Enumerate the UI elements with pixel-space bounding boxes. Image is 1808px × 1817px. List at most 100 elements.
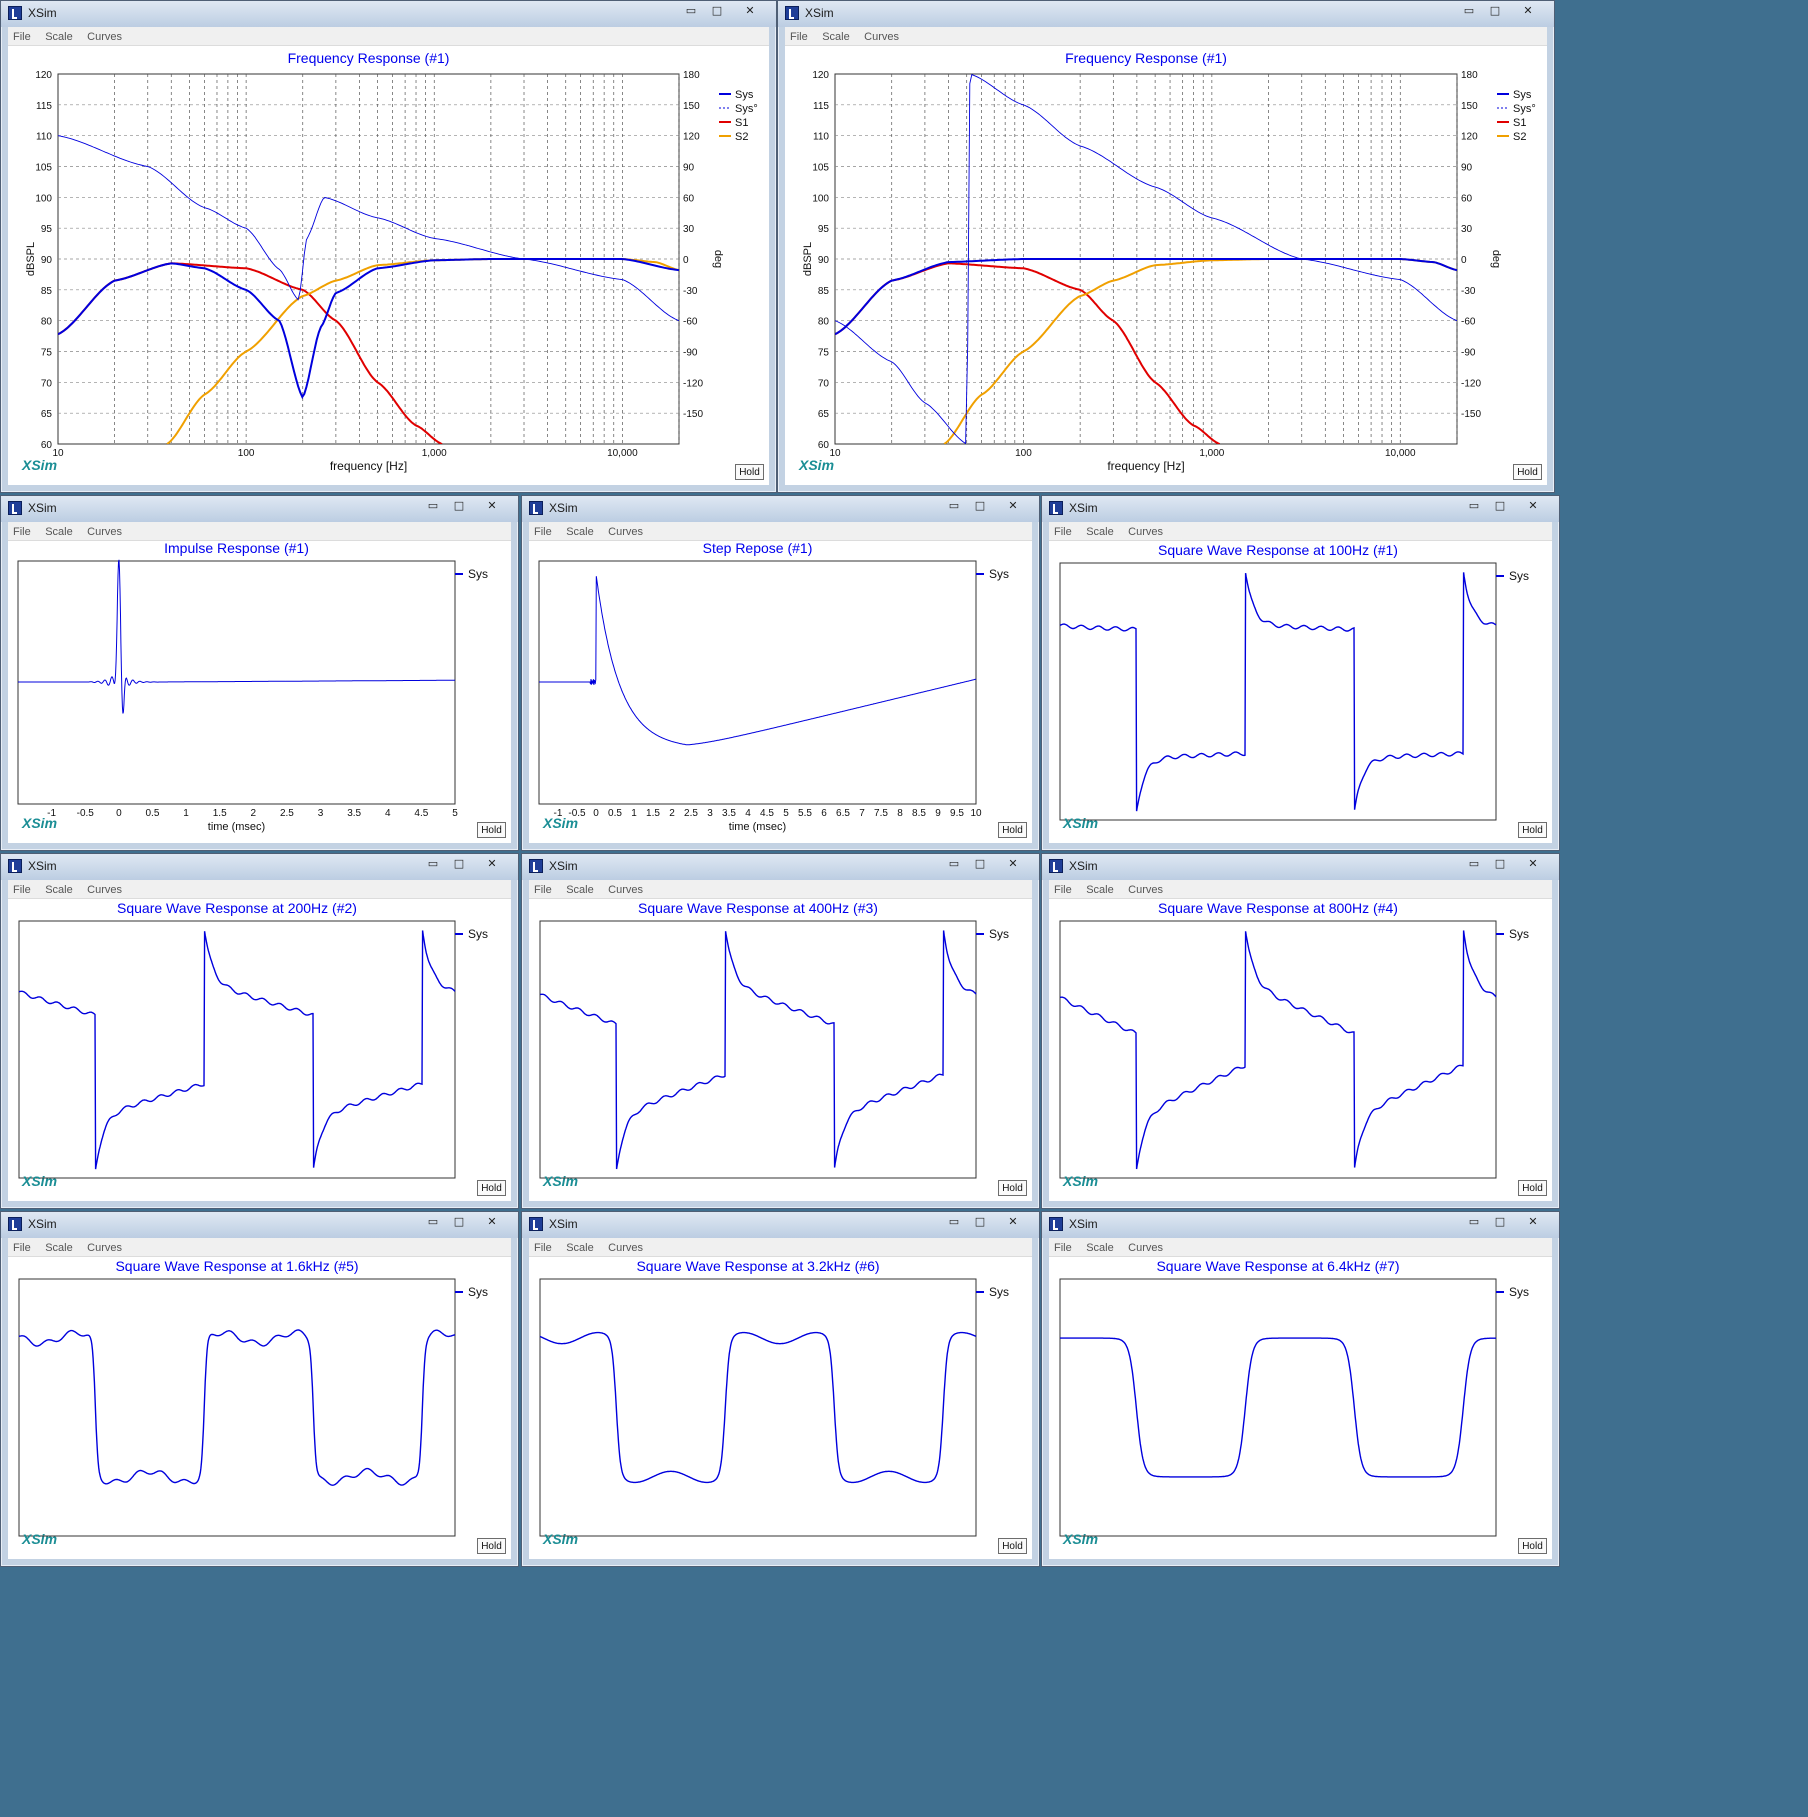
hold-button[interactable]: Hold: [1518, 1538, 1547, 1554]
minimize-button[interactable]: ▭: [948, 857, 960, 870]
close-button[interactable]: ✕: [1008, 1215, 1018, 1228]
app-icon[interactable]: [8, 1217, 22, 1231]
hold-button[interactable]: Hold: [1518, 822, 1547, 838]
minimize-button[interactable]: ▭: [427, 857, 439, 870]
menu-curves[interactable]: Curves: [87, 526, 123, 538]
menu-file[interactable]: File: [13, 1242, 31, 1254]
menu-scale[interactable]: Scale: [45, 31, 73, 43]
title-bar[interactable]: XSim ▭ □ ✕: [1, 1212, 518, 1238]
menu-file[interactable]: File: [1054, 884, 1072, 896]
menu-file[interactable]: File: [13, 884, 31, 896]
menu-scale[interactable]: Scale: [566, 526, 594, 538]
hold-button[interactable]: Hold: [477, 822, 506, 838]
close-button[interactable]: ✕: [1528, 1215, 1538, 1228]
app-icon[interactable]: [1049, 859, 1063, 873]
menu-curves[interactable]: Curves: [864, 31, 900, 43]
close-button[interactable]: ✕: [487, 857, 497, 870]
minimize-button[interactable]: ▭: [685, 4, 697, 17]
close-button[interactable]: ✕: [1523, 4, 1533, 17]
menu-file[interactable]: File: [534, 526, 552, 538]
menu-scale[interactable]: Scale: [45, 526, 73, 538]
title-bar[interactable]: XSim ▭ □ ✕: [1, 854, 518, 880]
close-button[interactable]: ✕: [745, 4, 755, 17]
title-bar[interactable]: XSim ▭ □ ✕: [522, 854, 1039, 880]
menu-curves[interactable]: Curves: [1128, 1242, 1164, 1254]
title-bar[interactable]: XSim ▭ □ ✕: [1, 1, 776, 27]
minimize-button[interactable]: ▭: [948, 499, 960, 512]
minimize-button[interactable]: ▭: [948, 1215, 960, 1228]
hold-button[interactable]: Hold: [735, 464, 764, 480]
menu-file[interactable]: File: [1054, 1242, 1072, 1254]
app-icon[interactable]: [8, 6, 22, 20]
maximize-button[interactable]: □: [974, 857, 986, 870]
maximize-button[interactable]: □: [1494, 857, 1506, 870]
hold-button[interactable]: Hold: [998, 822, 1027, 838]
menu-scale[interactable]: Scale: [1086, 884, 1114, 896]
maximize-button[interactable]: □: [453, 1215, 465, 1228]
title-bar[interactable]: XSim ▭ □ ✕: [1042, 1212, 1559, 1238]
y-tick-label: 60: [41, 440, 53, 451]
app-icon[interactable]: [1049, 1217, 1063, 1231]
title-bar[interactable]: XSim ▭ □ ✕: [1, 496, 518, 522]
close-button[interactable]: ✕: [1528, 499, 1538, 512]
maximize-button[interactable]: □: [1494, 1215, 1506, 1228]
menu-scale[interactable]: Scale: [822, 31, 850, 43]
menu-scale[interactable]: Scale: [1086, 526, 1114, 538]
menu-scale[interactable]: Scale: [45, 1242, 73, 1254]
minimize-button[interactable]: ▭: [1463, 4, 1475, 17]
menu-curves[interactable]: Curves: [87, 1242, 123, 1254]
close-button[interactable]: ✕: [1008, 499, 1018, 512]
maximize-button[interactable]: □: [1489, 4, 1501, 17]
minimize-button[interactable]: ▭: [427, 1215, 439, 1228]
maximize-button[interactable]: □: [974, 499, 986, 512]
close-button[interactable]: ✕: [487, 1215, 497, 1228]
minimize-button[interactable]: ▭: [1468, 499, 1480, 512]
app-icon[interactable]: [8, 859, 22, 873]
app-icon[interactable]: [529, 859, 543, 873]
close-button[interactable]: ✕: [1528, 857, 1538, 870]
minimize-button[interactable]: ▭: [1468, 1215, 1480, 1228]
maximize-button[interactable]: □: [453, 857, 465, 870]
maximize-button[interactable]: □: [711, 4, 723, 17]
app-icon[interactable]: [529, 501, 543, 515]
hold-button[interactable]: Hold: [477, 1538, 506, 1554]
menu-curves[interactable]: Curves: [608, 526, 644, 538]
menu-file[interactable]: File: [790, 31, 808, 43]
title-bar[interactable]: XSim ▭ □ ✕: [778, 1, 1554, 27]
menu-file[interactable]: File: [13, 31, 31, 43]
maximize-button[interactable]: □: [1494, 499, 1506, 512]
menu-curves[interactable]: Curves: [87, 884, 123, 896]
menu-curves[interactable]: Curves: [608, 884, 644, 896]
close-button[interactable]: ✕: [1008, 857, 1018, 870]
app-icon[interactable]: [785, 6, 799, 20]
hold-button[interactable]: Hold: [1518, 1180, 1547, 1196]
menu-file[interactable]: File: [1054, 526, 1072, 538]
minimize-button[interactable]: ▭: [427, 499, 439, 512]
menu-curves[interactable]: Curves: [608, 1242, 644, 1254]
menu-scale[interactable]: Scale: [566, 884, 594, 896]
menu-scale[interactable]: Scale: [45, 884, 73, 896]
hold-button[interactable]: Hold: [998, 1538, 1027, 1554]
app-icon[interactable]: [1049, 501, 1063, 515]
title-bar[interactable]: XSim ▭ □ ✕: [522, 1212, 1039, 1238]
close-button[interactable]: ✕: [487, 499, 497, 512]
maximize-button[interactable]: □: [974, 1215, 986, 1228]
hold-button[interactable]: Hold: [1513, 464, 1542, 480]
menu-file[interactable]: File: [534, 1242, 552, 1254]
title-bar[interactable]: XSim ▭ □ ✕: [1042, 854, 1559, 880]
menu-curves[interactable]: Curves: [1128, 526, 1164, 538]
menu-curves[interactable]: Curves: [1128, 884, 1164, 896]
menu-curves[interactable]: Curves: [87, 31, 123, 43]
minimize-button[interactable]: ▭: [1468, 857, 1480, 870]
menu-scale[interactable]: Scale: [1086, 1242, 1114, 1254]
app-icon[interactable]: [8, 501, 22, 515]
maximize-button[interactable]: □: [453, 499, 465, 512]
menu-file[interactable]: File: [534, 884, 552, 896]
title-bar[interactable]: XSim ▭ □ ✕: [522, 496, 1039, 522]
menu-file[interactable]: File: [13, 526, 31, 538]
hold-button[interactable]: Hold: [998, 1180, 1027, 1196]
menu-scale[interactable]: Scale: [566, 1242, 594, 1254]
title-bar[interactable]: XSim ▭ □ ✕: [1042, 496, 1559, 522]
hold-button[interactable]: Hold: [477, 1180, 506, 1196]
app-icon[interactable]: [529, 1217, 543, 1231]
